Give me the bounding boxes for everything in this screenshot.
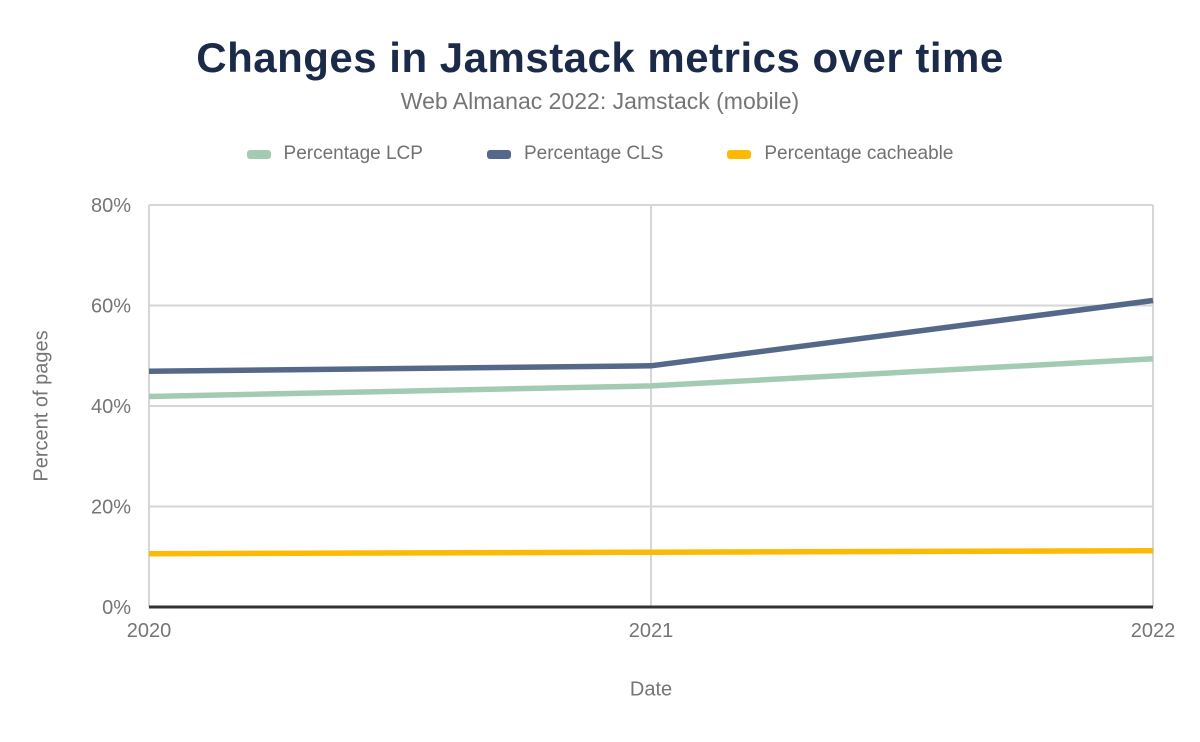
x-axis-title: Date	[629, 678, 673, 701]
x-tick-label: 2022	[1131, 620, 1176, 642]
y-axis-title: Percent of pages	[30, 330, 53, 482]
series-line	[148, 547, 1154, 557]
legend-swatch-lcp-icon	[246, 149, 271, 159]
legend-swatch-cacheable-icon	[727, 149, 752, 159]
chart-subtitle: Web Almanac 2022: Jamstack (mobile)	[400, 88, 800, 114]
series-line	[148, 356, 1154, 400]
legend: Percentage LCP Percentage CLS Percentage…	[0, 143, 1200, 165]
series-line	[148, 297, 1154, 375]
legend-swatch-cls-icon	[486, 149, 511, 159]
legend-label-lcp: Percentage LCP	[283, 143, 423, 164]
y-tick-label: 0%	[102, 597, 131, 619]
legend-item-cacheable: Percentage cacheable	[727, 143, 953, 165]
legend-label-cls: Percentage CLS	[523, 143, 664, 164]
legend-item-cls: Percentage CLS	[486, 143, 664, 165]
y-tick-label: 80%	[91, 195, 131, 217]
x-tick-label: 2020	[127, 620, 172, 642]
chart-title: Changes in Jamstack metrics over time	[196, 34, 1004, 81]
legend-item-lcp: Percentage LCP	[246, 143, 423, 165]
y-tick-label: 60%	[91, 296, 131, 318]
y-tick-label: 40%	[91, 396, 131, 418]
x-tick-label: 2021	[629, 620, 674, 642]
legend-label-cacheable: Percentage cacheable	[764, 143, 954, 164]
y-tick-label: 20%	[91, 497, 131, 519]
